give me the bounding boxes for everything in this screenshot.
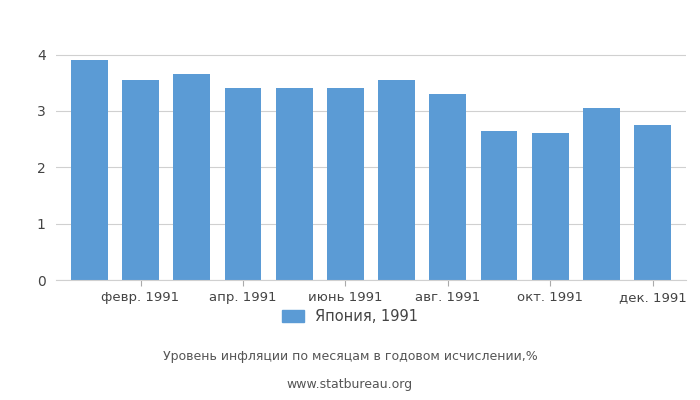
Bar: [481, 131, 517, 280]
Bar: [276, 88, 313, 280]
Bar: [174, 74, 210, 280]
Text: Уровень инфляции по месяцам в годовом исчислении,%: Уровень инфляции по месяцам в годовом ис…: [162, 350, 538, 363]
Bar: [225, 88, 261, 280]
Bar: [532, 134, 568, 280]
Bar: [583, 108, 620, 280]
Legend: Япония, 1991: Япония, 1991: [276, 303, 424, 330]
Text: www.statbureau.org: www.statbureau.org: [287, 378, 413, 391]
Bar: [429, 94, 466, 280]
Bar: [122, 80, 159, 280]
Bar: [327, 88, 364, 280]
Bar: [634, 125, 671, 280]
Bar: [378, 80, 415, 280]
Bar: [71, 60, 108, 280]
